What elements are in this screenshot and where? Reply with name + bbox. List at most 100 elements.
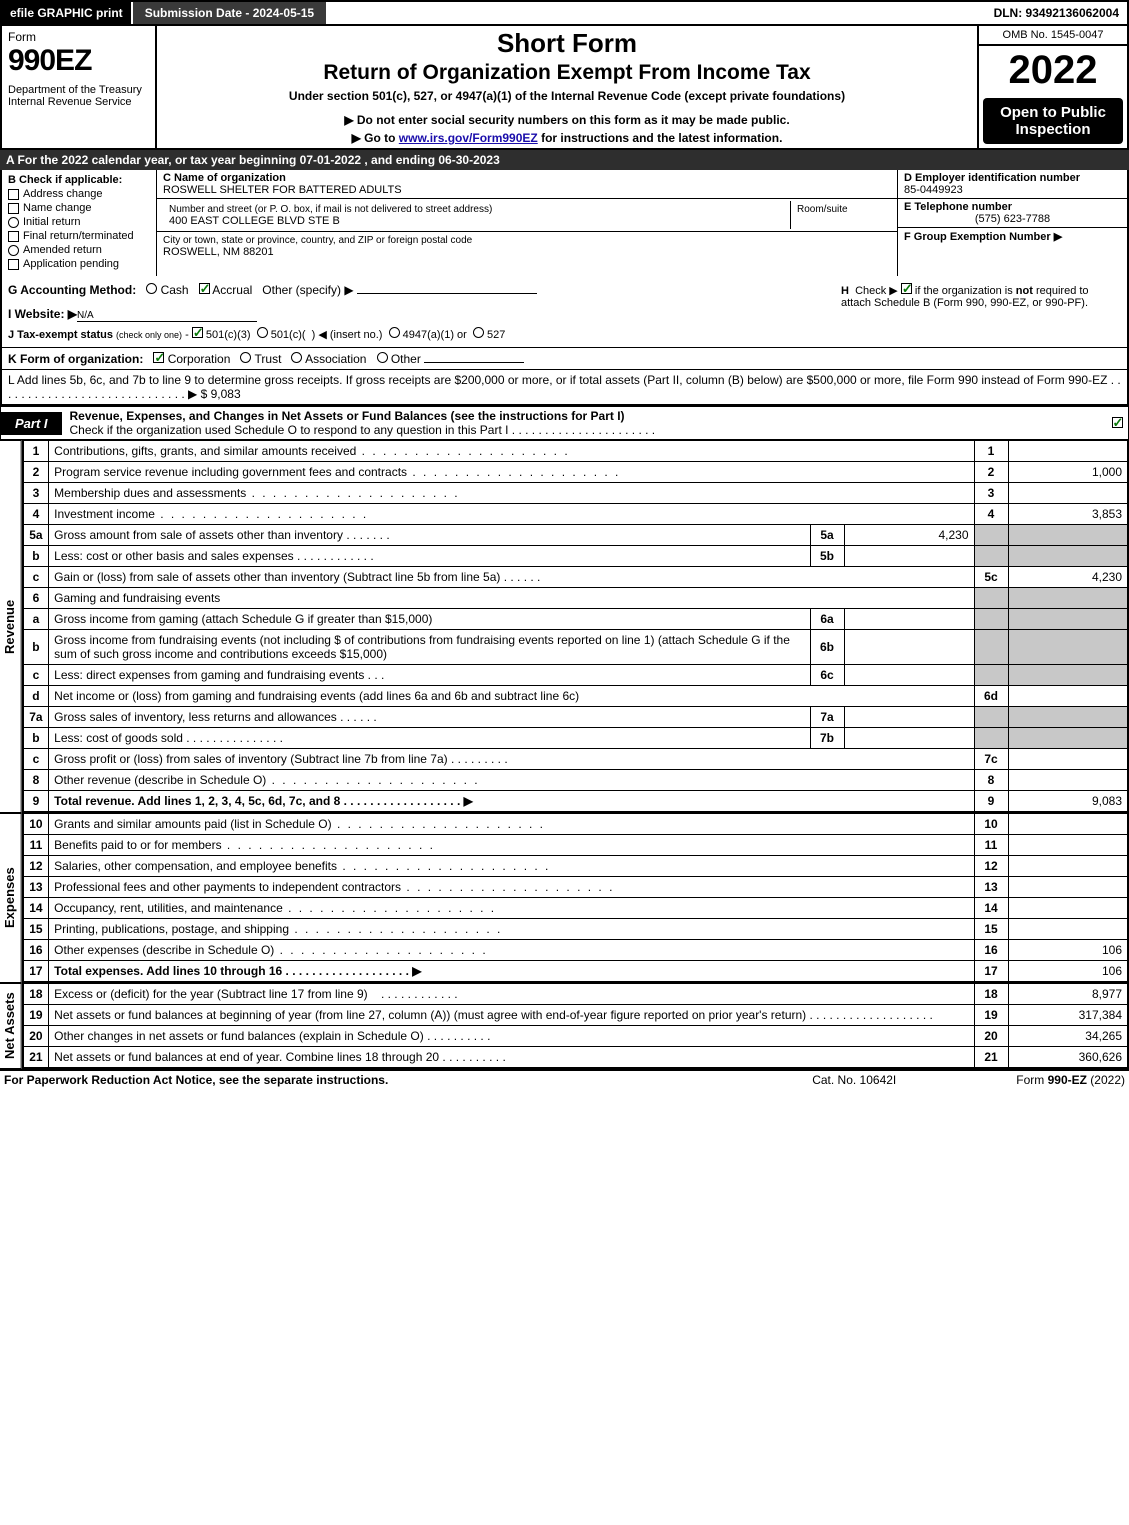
line-7c: cGross profit or (loss) from sales of in…: [23, 749, 1128, 770]
line-6a: aGross income from gaming (attach Schedu…: [23, 609, 1128, 630]
goto-post: for instructions and the latest informat…: [538, 131, 783, 145]
box-b: B Check if applicable: Address change Na…: [2, 170, 157, 276]
header-right: OMB No. 1545-0047 2022 Open to Public In…: [977, 26, 1127, 148]
open-public-badge: Open to Public Inspection: [983, 98, 1123, 144]
line-6: 6Gaming and fundraising events: [23, 588, 1128, 609]
chk-initial-return[interactable]: Initial return: [8, 216, 150, 228]
chk-final-return[interactable]: Final return/terminated: [8, 230, 150, 242]
net-assets-table: 18Excess or (deficit) for the year (Subt…: [22, 983, 1129, 1069]
group-exemption-label: F Group Exemption Number ▶: [904, 231, 1062, 243]
ein-row: D Employer identification number 85-0449…: [898, 170, 1127, 199]
line-8: 8Other revenue (describe in Schedule O)8: [23, 770, 1128, 791]
chk-name-change[interactable]: Name change: [8, 202, 150, 214]
org-city-row: City or town, state or province, country…: [157, 232, 897, 260]
radio-icon[interactable]: [389, 327, 400, 338]
radio-icon[interactable]: [257, 327, 268, 338]
footer-form: Form 990-EZ (2022): [1016, 1073, 1125, 1087]
line-6d: dNet income or (loss) from gaming and fu…: [23, 686, 1128, 707]
dln: DLN: 93492136062004: [986, 2, 1127, 24]
checkbox-checked-icon[interactable]: [153, 352, 164, 363]
radio-icon[interactable]: [240, 352, 251, 363]
part-i-checkbox[interactable]: [1106, 416, 1128, 431]
line-20: 20Other changes in net assets or fund ba…: [23, 1026, 1128, 1047]
goto-pre: ▶ Go to: [352, 131, 399, 145]
radio-icon[interactable]: [377, 352, 388, 363]
header-center: Short Form Return of Organization Exempt…: [157, 26, 977, 148]
form-word: Form: [8, 30, 149, 44]
other-org-line[interactable]: [424, 362, 524, 363]
irs-link[interactable]: www.irs.gov/Form990EZ: [399, 131, 538, 145]
line-16: 16Other expenses (describe in Schedule O…: [23, 940, 1128, 961]
line-9: 9Total revenue. Add lines 1, 2, 3, 4, 5c…: [23, 791, 1128, 813]
org-address: 400 EAST COLLEGE BLVD STE B: [169, 215, 340, 227]
addr-label: Number and street (or P. O. box, if mail…: [169, 204, 492, 215]
radio-icon[interactable]: [291, 352, 302, 363]
tel-value: (575) 623-7788: [904, 213, 1121, 225]
box-c: C Name of organization ROSWELL SHELTER F…: [157, 170, 897, 276]
radio-icon[interactable]: [473, 327, 484, 338]
checkbox-icon: [8, 203, 19, 214]
title-short-form: Short Form: [167, 28, 967, 59]
line-4: 4Investment income43,853: [23, 504, 1128, 525]
box-def: D Employer identification number 85-0449…: [897, 170, 1127, 276]
line-17: 17Total expenses. Add lines 10 through 1…: [23, 961, 1128, 983]
dept-treasury: Department of the Treasury Internal Reve…: [8, 84, 149, 108]
expenses-section: Expenses 10Grants and similar amounts pa…: [0, 813, 1129, 983]
checkbox-checked-icon[interactable]: [901, 283, 912, 294]
other-specify-line[interactable]: [357, 293, 537, 294]
k-label: K Form of organization:: [8, 352, 143, 366]
title-goto: ▶ Go to www.irs.gov/Form990EZ for instru…: [167, 131, 967, 145]
line-19: 19Net assets or fund balances at beginni…: [23, 1005, 1128, 1026]
line-15: 15Printing, publications, postage, and s…: [23, 919, 1128, 940]
part-i-header: Part I Revenue, Expenses, and Changes in…: [0, 406, 1129, 440]
website-value: N/A: [77, 310, 257, 322]
omb-number: OMB No. 1545-0047: [979, 26, 1127, 46]
expenses-table: 10Grants and similar amounts paid (list …: [22, 813, 1129, 983]
org-name-row: C Name of organization ROSWELL SHELTER F…: [157, 170, 897, 199]
revenue-table: 1Contributions, gifts, grants, and simil…: [22, 440, 1129, 813]
ein-label: D Employer identification number: [904, 172, 1080, 184]
g-label: G Accounting Method:: [8, 283, 136, 297]
part-i-tag: Part I: [1, 412, 62, 435]
page-footer: For Paperwork Reduction Act Notice, see …: [0, 1069, 1129, 1089]
title-return: Return of Organization Exempt From Incom…: [167, 61, 967, 85]
expenses-side-label: Expenses: [0, 813, 22, 983]
net-assets-side-label: Net Assets: [0, 983, 22, 1069]
row-l: L Add lines 5b, 6c, and 7b to line 9 to …: [0, 370, 1129, 406]
chk-address-change[interactable]: Address change: [8, 188, 150, 200]
tel-label: E Telephone number: [904, 201, 1012, 213]
submission-date: Submission Date - 2024-05-15: [131, 2, 326, 24]
section-bcd: B Check if applicable: Address change Na…: [0, 170, 1129, 276]
part-i-title: Revenue, Expenses, and Changes in Net As…: [62, 407, 1106, 439]
line-21: 21Net assets or fund balances at end of …: [23, 1047, 1128, 1069]
tel-row: E Telephone number (575) 623-7788: [898, 199, 1127, 228]
line-10: 10Grants and similar amounts paid (list …: [23, 814, 1128, 835]
ein-value: 85-0449923: [904, 184, 963, 196]
revenue-section: Revenue 1Contributions, gifts, grants, a…: [0, 440, 1129, 813]
checkbox-icon: [8, 189, 19, 200]
line-7a: 7aGross sales of inventory, less returns…: [23, 707, 1128, 728]
line-5a: 5aGross amount from sale of assets other…: [23, 525, 1128, 546]
row-h: H Check ▶ if the organization is not req…: [841, 282, 1121, 341]
row-g: G Accounting Method: Cash Accrual Other …: [8, 282, 841, 341]
line-3: 3Membership dues and assessments3: [23, 483, 1128, 504]
line-18: 18Excess or (deficit) for the year (Subt…: [23, 984, 1128, 1005]
radio-icon[interactable]: [146, 283, 157, 294]
radio-icon: [8, 217, 19, 228]
row-k: K Form of organization: Corporation Trus…: [0, 348, 1129, 370]
checkbox-checked-icon: [1112, 417, 1123, 428]
checkbox-checked-icon[interactable]: [199, 283, 210, 294]
row-a-tax-year: A For the 2022 calendar year, or tax yea…: [0, 150, 1129, 170]
checkbox-checked-icon[interactable]: [192, 327, 203, 338]
line-6c: cLess: direct expenses from gaming and f…: [23, 665, 1128, 686]
line-1: 1Contributions, gifts, grants, and simil…: [23, 441, 1128, 462]
checkbox-icon: [8, 259, 19, 270]
net-assets-section: Net Assets 18Excess or (deficit) for the…: [0, 983, 1129, 1069]
line-5c: cGain or (loss) from sale of assets othe…: [23, 567, 1128, 588]
chk-application-pending[interactable]: Application pending: [8, 258, 150, 270]
line-14: 14Occupancy, rent, utilities, and mainte…: [23, 898, 1128, 919]
room-label: Room/suite: [797, 204, 848, 215]
line-11: 11Benefits paid to or for members11: [23, 835, 1128, 856]
chk-amended-return[interactable]: Amended return: [8, 244, 150, 256]
line-7b: bLess: cost of goods sold . . . . . . . …: [23, 728, 1128, 749]
